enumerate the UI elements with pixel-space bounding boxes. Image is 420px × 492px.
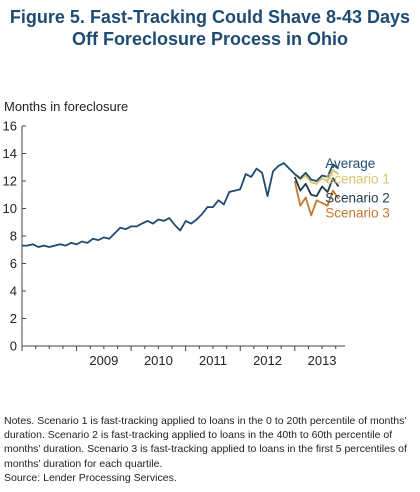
y-tick-label: 6	[10, 256, 17, 271]
x-tick-label: 2011	[199, 353, 227, 368]
series-line-scenario-3	[293, 180, 340, 217]
legend-label: Scenario 3	[325, 206, 390, 221]
y-tick-label: 4	[10, 284, 17, 299]
x-tick-label: 2009	[89, 353, 118, 368]
chart-notes: Notes. Scenario 1 is fast-tracking appli…	[4, 414, 416, 485]
y-axis-label: Months in foreclosure	[4, 99, 129, 114]
title-line-1: Figure 5. Fast-Tracking Could Shave 8-43…	[9, 7, 411, 27]
legend-label: Scenario 1	[325, 171, 390, 186]
x-tick-label: 2012	[253, 353, 282, 368]
x-tick-label: 2010	[144, 353, 173, 368]
source-text: Source: Lender Processing Services.	[4, 471, 177, 484]
y-tick-label: 10	[3, 201, 17, 216]
series-line-scenario-2	[293, 176, 340, 197]
series-line-scenario-1	[294, 169, 340, 185]
y-tick-label: 16	[3, 119, 17, 134]
line-chart: 0 2 4 6 8 10 12 14 16 2009 2010 2011 2012 2013 Average…	[3, 119, 390, 369]
series-line-average	[22, 162, 340, 248]
y-tick-label: 14	[3, 146, 17, 161]
legend-label: Average	[325, 156, 375, 171]
y-tick-label: 0	[10, 339, 17, 354]
title-line-2: Off Foreclosure Process in Ohio	[71, 29, 349, 49]
legend-label: Scenario 2	[325, 191, 390, 206]
x-tick-label: 2013	[308, 353, 337, 368]
chart-title: Figure 5. Fast-Tracking Could Shave 8-43…	[0, 6, 420, 50]
y-tick-label: 2	[10, 311, 17, 326]
notes-text: Notes. Scenario 1 is fast-tracking appli…	[4, 415, 407, 470]
y-tick-label: 12	[3, 174, 17, 189]
y-tick-label: 8	[10, 229, 17, 244]
